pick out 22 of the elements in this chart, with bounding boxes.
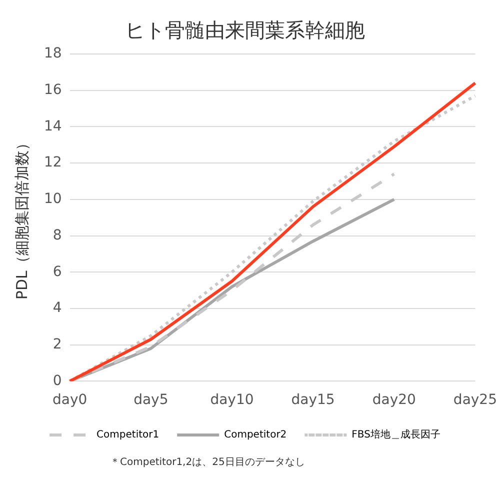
y-tick-label: 0 (52, 372, 62, 389)
y-tick-label: 12 (44, 154, 62, 171)
legend-label: Competitor2 (224, 430, 287, 441)
chart-title: ヒト骨髄由来間葉系幹細胞 (125, 18, 365, 42)
y-tick-label: 2 (52, 336, 62, 352)
y-tick-label: 6 (52, 264, 62, 280)
y-axis-title: PDL（細胞集団倍加数） (12, 136, 31, 300)
y-tick-label: 4 (52, 300, 62, 316)
x-tick-label: day25 (453, 392, 498, 408)
y-tick-label: 10 (44, 191, 62, 208)
x-tick-label: day20 (372, 392, 416, 408)
x-tick-label: day10 (210, 392, 254, 408)
y-tick-label: 16 (44, 82, 62, 98)
y-tick-label: 14 (44, 118, 62, 134)
legend-label: Competitor1 (96, 430, 160, 441)
text: ＊Competitor1,2は、25日目のデータなし (110, 456, 305, 469)
y-tick-label: 18 (44, 46, 62, 62)
x-tick-label: day5 (134, 392, 168, 408)
y-tick-label: 8 (52, 227, 62, 244)
x-tick-label: day15 (291, 392, 335, 408)
x-tick-label: day0 (52, 392, 88, 408)
legend-label: FBS培地＿成長因子 (352, 428, 440, 441)
